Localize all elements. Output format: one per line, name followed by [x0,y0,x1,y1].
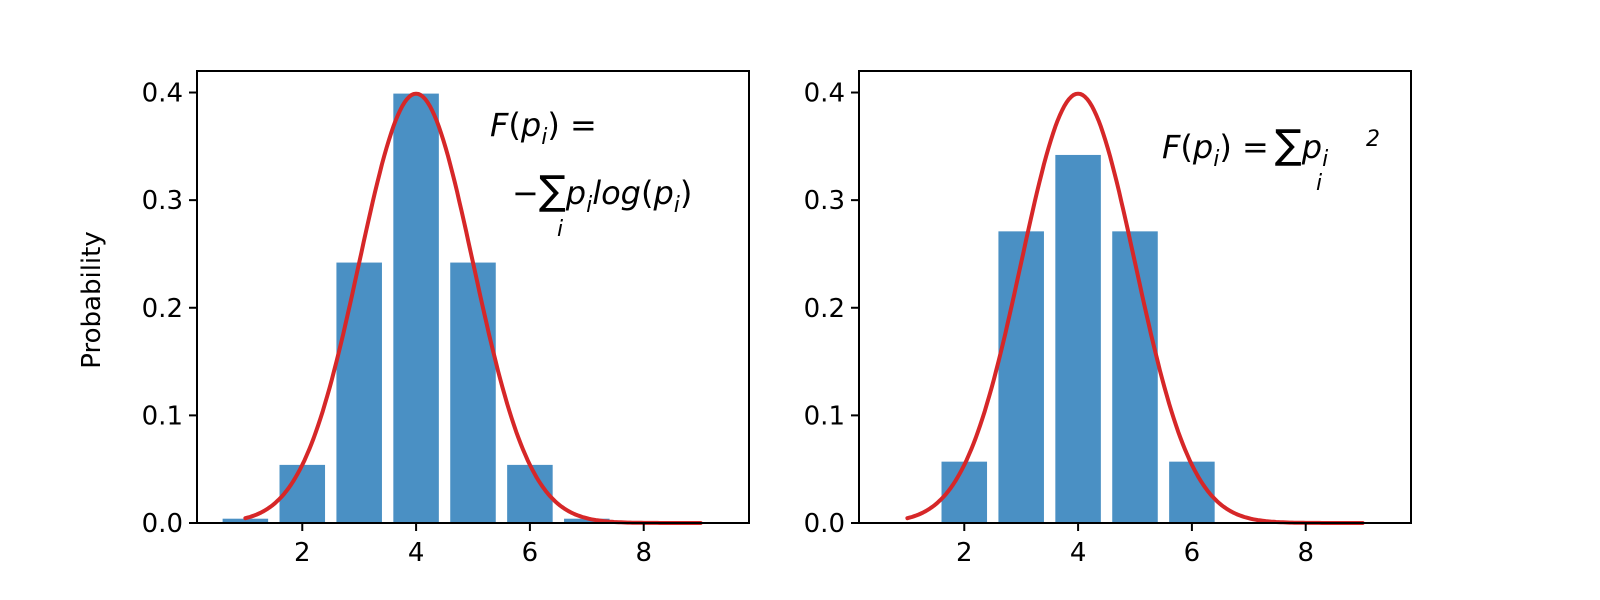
y-axis: 0.0 0.1 0.2 0.3 0.4 [804,79,859,539]
y-tick-label: 0.2 [142,294,183,324]
y-axis-title: Probability [77,231,107,368]
x-tick-label: 6 [522,538,539,568]
x-tick-label: 2 [956,538,973,568]
bar-6 [507,464,553,523]
bar-3 [336,262,382,523]
svg-text:2: 2 [1366,127,1380,152]
x-tick-label: 8 [1297,538,1314,568]
bar-3 [998,231,1044,523]
y-tick-label: 0.1 [804,401,845,431]
bar-group [941,154,1215,523]
bar-4 [393,93,439,523]
plot-frame [196,70,750,524]
left-chart-panel: Probability 2 4 6 8 0.0 0.1 0.2 0.3 0.4 F(pi) =… [77,70,750,568]
y-tick-label: 0.1 [142,401,183,431]
y-tick-label: 0.4 [804,79,845,109]
y-tick-label: 0.0 [142,509,183,539]
bar-4 [1055,154,1101,523]
x-tick-label: 4 [408,538,425,568]
x-tick-label: 2 [294,538,311,568]
bar-group [222,93,610,523]
svg-text:i: i [1316,171,1322,196]
bar-5 [1112,231,1158,523]
y-tick-label: 0.3 [142,186,183,216]
entropy-formula-annotation: F(pi) = −∑pilog(pi) i [490,106,692,242]
bar-5 [450,262,496,523]
svg-text:F(pi) =∑pi: F(pi) = ∑pi [1162,122,1328,172]
right-chart-panel: 2 4 6 8 0.0 0.1 0.2 0.3 0.4 F(pi) = ∑pi 2 i [804,70,1412,568]
plot-frame [858,70,1412,524]
svg-text:F(pi) =: F(pi) = [490,106,597,150]
y-tick-label: 0.2 [804,294,845,324]
bar-2 [279,464,326,523]
svg-text:−∑pilog(pi): −∑pilog(pi) [512,168,692,218]
gini-formula-annotation: F(pi) = ∑pi 2 i [1162,122,1380,196]
bar-7 [564,518,610,523]
y-axis: 0.0 0.1 0.2 0.3 0.4 [142,79,197,539]
y-tick-label: 0.4 [142,79,183,109]
bar-1 [222,518,269,523]
svg-text:i: i [557,217,563,242]
y-tick-label: 0.3 [804,186,845,216]
x-axis: 2 4 6 8 [956,523,1314,568]
x-tick-label: 6 [1184,538,1201,568]
x-tick-label: 4 [1070,538,1087,568]
x-tick-label: 8 [635,538,652,568]
x-axis: 2 4 6 8 [294,523,652,568]
y-tick-label: 0.0 [804,509,845,539]
